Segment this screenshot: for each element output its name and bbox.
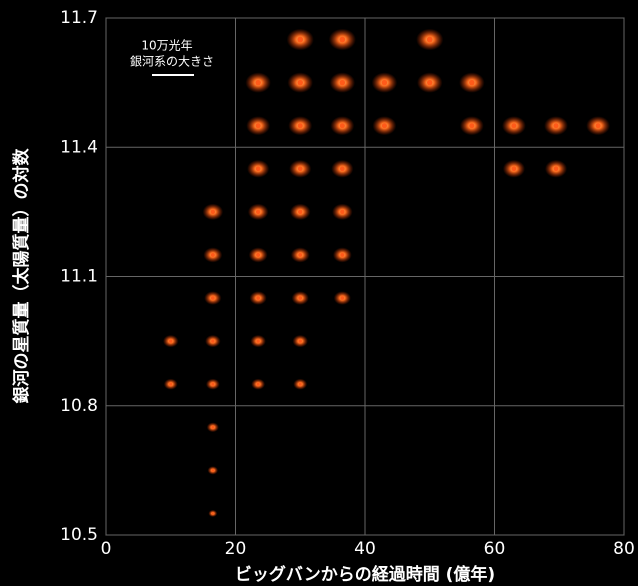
- galaxy-core: [210, 209, 216, 215]
- y-tick-label: 11.7: [60, 8, 98, 28]
- galaxy-core: [511, 123, 517, 129]
- galaxy-core: [298, 382, 302, 386]
- galaxy-core: [340, 252, 345, 258]
- galaxy-core: [210, 252, 215, 258]
- galaxy-core: [211, 512, 214, 515]
- galaxy-core: [553, 123, 559, 129]
- y-tick-label: 10.5: [60, 525, 98, 545]
- x-tick-label: 0: [101, 539, 112, 559]
- galaxy-core: [297, 79, 303, 86]
- x-axis-title: ビッグバンからの経過時間 (億年): [235, 564, 495, 585]
- galaxy-core: [256, 382, 260, 386]
- galaxy-core: [339, 79, 346, 86]
- galaxy-core: [553, 166, 559, 172]
- galaxy-core: [169, 339, 173, 343]
- galaxy-core: [298, 296, 303, 300]
- galaxy-core: [255, 166, 261, 172]
- galaxy-core: [297, 36, 304, 43]
- galaxy-core: [255, 123, 261, 129]
- annotation: 10万光年: [141, 39, 192, 53]
- galaxy-core: [256, 296, 261, 300]
- galaxy-core: [381, 123, 388, 129]
- galaxy-core: [255, 79, 261, 86]
- galaxy-core: [339, 36, 346, 43]
- galaxy-core: [469, 79, 475, 86]
- galaxy-core: [211, 425, 215, 429]
- galaxy-core: [297, 123, 303, 129]
- galaxy-core: [297, 166, 303, 172]
- galaxy-core: [255, 209, 261, 215]
- galaxy-core: [427, 79, 433, 86]
- y-tick-label: 11.4: [60, 137, 98, 157]
- galaxy-core: [340, 209, 345, 215]
- y-tick-label: 11.1: [60, 267, 98, 287]
- galaxy-core: [339, 123, 345, 129]
- galaxy-core: [256, 252, 261, 258]
- galaxy-core: [511, 166, 517, 172]
- x-tick-label: 60: [484, 539, 506, 559]
- galaxy-core: [298, 209, 303, 215]
- galaxy-core: [595, 123, 601, 129]
- y-tick-label: 10.8: [60, 396, 98, 416]
- galaxy-core: [381, 79, 388, 86]
- galaxy-core: [211, 469, 215, 472]
- galaxy-core: [339, 166, 345, 172]
- galaxy-core: [211, 339, 215, 343]
- galaxy-core: [298, 339, 302, 343]
- x-tick-label: 20: [225, 539, 247, 559]
- x-tick-label: 80: [613, 539, 635, 559]
- galaxy-core: [211, 382, 215, 386]
- annotation: 銀河系の大きさ: [130, 55, 214, 69]
- x-tick-label: 40: [354, 539, 376, 559]
- galaxy-core: [256, 339, 260, 343]
- galaxy-core: [169, 382, 173, 386]
- galaxy-core: [298, 252, 303, 258]
- galaxy-core: [340, 296, 345, 300]
- galaxy-core: [210, 296, 215, 300]
- galaxy-core: [469, 123, 475, 129]
- galaxy-core: [426, 36, 433, 43]
- y-axis-title: 銀河の星質量（太陽質量）の対数: [11, 148, 32, 404]
